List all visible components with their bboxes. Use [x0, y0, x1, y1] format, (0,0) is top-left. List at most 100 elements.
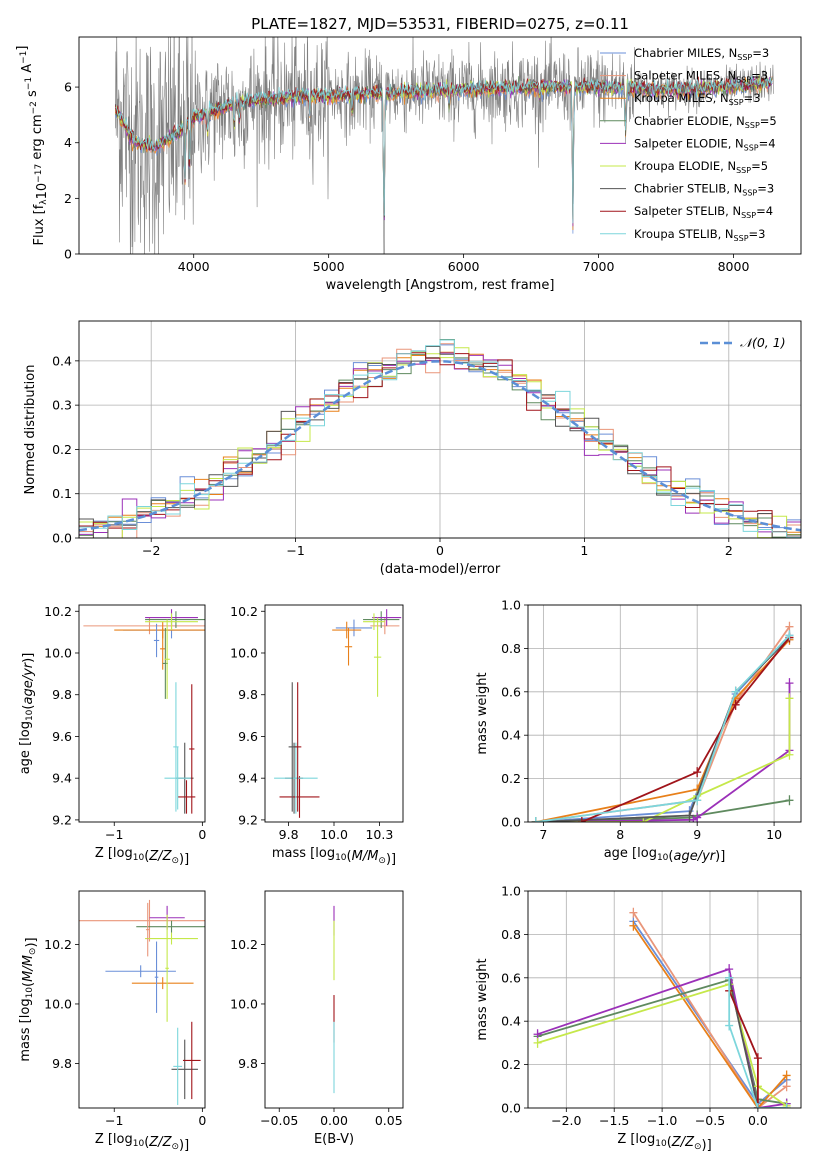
error-bar-point: [335, 619, 373, 637]
x-tick-label: −2.0: [551, 1113, 581, 1128]
weight-point-marker: [693, 767, 702, 778]
weight-series-line: [535, 683, 791, 822]
x-tick-label: 2: [725, 543, 733, 558]
weight-series-line: [535, 634, 791, 822]
weight-point-marker: [782, 1070, 791, 1081]
error-bar-point: [153, 623, 160, 658]
x-tick-label: −0.5: [695, 1113, 725, 1128]
error-bar-point: [189, 684, 195, 814]
y-tick-label: 0.4: [501, 1014, 521, 1029]
y-tick-label: 0.1: [52, 486, 72, 501]
y-tick-label: 6: [64, 80, 72, 95]
y-axis-label: mass weight: [475, 958, 490, 1040]
error-bar-point: [171, 1039, 198, 1100]
error-bar-point: [288, 682, 296, 812]
weight-series-line: [535, 626, 791, 822]
y-tick-label: 9.4: [238, 771, 258, 786]
x-axis-label: Z [log10(Z/Z⊙)]: [95, 1132, 189, 1153]
x-tick-label: 1: [580, 543, 588, 558]
legend-label: Salpeter STELIB, NSSP=4: [634, 204, 773, 220]
weight-point-marker: [785, 795, 794, 806]
x-tick-label: 5000: [313, 259, 345, 274]
axes-age_vs_Z: −1 0 9.2 9.4 9.6 9.8 10.0 10.2 Z [log10(Z/Z⊙)] ag…: [18, 604, 206, 867]
weight-point-marker: [753, 1103, 762, 1108]
legend-label: Salpeter MILES, NSSP=3: [634, 69, 768, 85]
plot-area-weight_vs_Z: [533, 907, 791, 1108]
axes-age_vs_mass: 9.8 10.0 10.3 9.2 9.4 9.6 9.8 10.0 10.2 mass [log…: [230, 604, 404, 867]
weight-series-line: [535, 634, 791, 822]
weight-point-marker: [689, 814, 698, 822]
weight-series-line: [728, 977, 787, 1108]
y-tick-label: 10.0: [44, 645, 72, 660]
legend-label: Kroupa ELODIE, NSSP=5: [634, 159, 768, 175]
x-tick-label: −1.0: [647, 1113, 677, 1128]
legend-label: Salpeter ELODIE, NSSP=4: [634, 136, 776, 152]
y-tick-label: 0.6: [501, 684, 521, 699]
axes-frame: [78, 890, 206, 1109]
axes-weight_vs_age: 7 8 9 10 0.0 0.2 0.4 0.6 0.8 1.0 age [log10(age/yr…: [475, 598, 802, 864]
y-tick-label: 9.2: [52, 812, 72, 827]
plot-area-mass_vs_Z: [79, 899, 205, 1106]
y-tick-label: 1.0: [501, 884, 521, 899]
axes-frame: [527, 604, 802, 823]
x-tick-label: 10: [766, 827, 782, 842]
error-bar-point: [136, 920, 205, 933]
axes-frame: [78, 320, 802, 539]
legend: 𝒩(0, 1): [700, 335, 786, 350]
y-tick-label: 9.8: [52, 687, 72, 702]
x-axis-label: (data-model)/error: [380, 562, 501, 577]
axes-frame: [264, 890, 404, 1109]
error-bar-point: [173, 1027, 183, 1106]
y-tick-label: 0: [64, 247, 72, 262]
y-tick-label: 0.6: [501, 970, 521, 985]
model-spectrum-line: [115, 76, 773, 220]
x-tick-label: −0.05: [260, 1113, 298, 1128]
error-bar-point: [145, 902, 150, 957]
y-tick-label: 0.4: [52, 353, 72, 368]
y-tick-label: 0.3: [52, 398, 72, 413]
error-bar-point: [363, 613, 385, 631]
y-axis-label: mass [log10(M/M⊙)]: [18, 937, 39, 1061]
error-bar-point: [370, 617, 400, 635]
weight-point-marker: [693, 795, 702, 806]
error-bar-point: [344, 627, 353, 666]
y-tick-label: 2: [64, 191, 72, 206]
error-bar-point: [165, 914, 169, 1022]
error-bar-point: [274, 742, 318, 814]
y-tick-label: 0.0: [52, 531, 72, 546]
x-tick-label: −1: [105, 1113, 123, 1128]
x-tick-label: 4000: [178, 259, 210, 274]
x-tick-label: 8000: [718, 259, 750, 274]
weight-point-marker: [577, 817, 586, 822]
legend-label: Chabrier MILES, NSSP=3: [634, 46, 769, 62]
x-axis-label: Z [log10(Z/Z⊙)]: [617, 1132, 711, 1153]
weight-point-marker: [693, 812, 702, 822]
x-tick-label: 7000: [583, 259, 615, 274]
x-axis-label: Z [log10(Z/Z⊙)]: [95, 846, 189, 867]
y-tick-label: 0.2: [501, 771, 521, 786]
weight-point-marker: [753, 1053, 762, 1064]
error-bar-point: [182, 1021, 201, 1100]
plot-area-weight_vs_age: [531, 621, 794, 822]
y-tick-label: 10.2: [44, 937, 72, 952]
error-bar-point: [105, 965, 176, 978]
axes-mass_vs_Z: −1 0 9.8 10.0 10.2 Z [log10(Z/Z⊙)] mass [log10…: [18, 890, 206, 1153]
y-tick-label: 1.0: [501, 598, 521, 613]
weight-point-marker: [731, 686, 740, 697]
axes-frame: [78, 36, 802, 255]
error-bar-point: [164, 746, 191, 810]
y-tick-label: 10.2: [230, 604, 258, 619]
weight-point-marker: [533, 1029, 542, 1040]
y-tick-label: 9.2: [238, 812, 258, 827]
x-tick-label: 7: [539, 827, 547, 842]
weight-point-marker: [785, 630, 794, 641]
weight-series-line: [632, 912, 788, 1108]
x-tick-label: 0: [436, 543, 444, 558]
x-axis-label: mass [log10(M/M⊙)]: [272, 846, 396, 867]
x-axis-label: age [log10(age/yr)]: [604, 846, 726, 864]
weight-series-line: [632, 925, 788, 1108]
model-spectrum-line: [115, 75, 773, 226]
error-bar-point: [79, 899, 205, 942]
axes-spectrum: 4000 5000 6000 7000 8000 0 2 4 6 wavelength [Angs…: [15, 36, 802, 293]
x-axis-label: wavelength [Angstrom, rest frame]: [326, 278, 555, 293]
